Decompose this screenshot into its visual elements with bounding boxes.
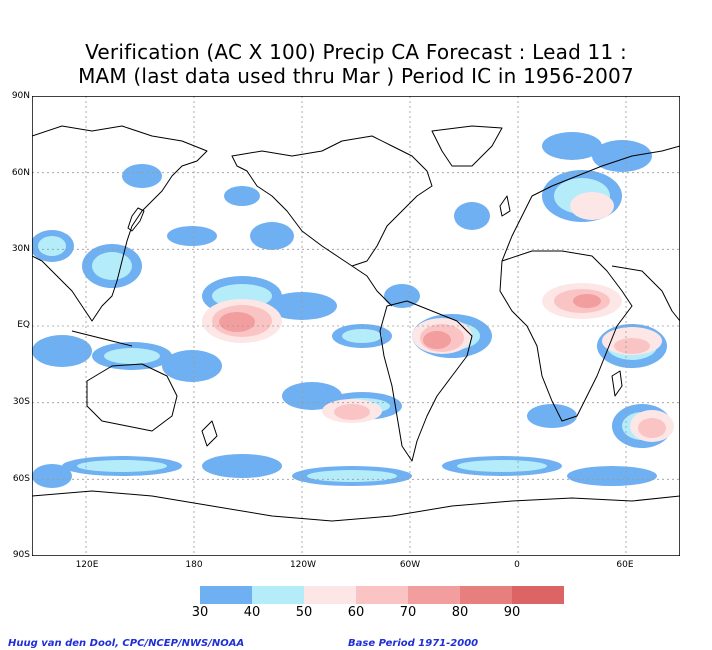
- colorbar-tick-30: 30: [191, 605, 209, 620]
- colorbar-swatch-90plus: [512, 586, 564, 604]
- colorbar-tick-90: 90: [503, 605, 521, 620]
- colorbar-tick-40: 40: [243, 605, 261, 620]
- colorbar: [200, 586, 564, 604]
- colorbar-tick-60: 60: [347, 605, 365, 620]
- lat-label-30n: 30N: [11, 244, 30, 254]
- lat-label-60n: 60N: [11, 168, 30, 178]
- lat-label-30s: 30S: [12, 397, 30, 407]
- lat-label-90s: 90S: [12, 550, 30, 560]
- lon-label-120e: 120E: [75, 560, 99, 570]
- colorbar-swatch-80-90: [460, 586, 512, 604]
- graticule: [32, 96, 680, 556]
- base-period-text: Base Period 1971-2000: [348, 638, 479, 649]
- colorbar-tick-70: 70: [399, 605, 417, 620]
- coastlines: [32, 125, 680, 522]
- colorbar-swatch-30-40: [200, 586, 252, 604]
- lon-label-60e: 60E: [616, 560, 634, 570]
- map-title-line-1: Verification (AC X 100) Precip CA Foreca…: [85, 40, 627, 64]
- lat-label-60s: 60S: [12, 474, 30, 484]
- world-map: [32, 96, 680, 556]
- correlation-shading: [32, 132, 674, 488]
- lon-label-120w: 120W: [289, 560, 317, 570]
- credit-text: Huug van den Dool, CPC/NCEP/NWS/NOAA: [8, 638, 245, 649]
- lon-label-180: 180: [185, 560, 203, 570]
- lon-label-0: 0: [514, 560, 520, 570]
- colorbar-swatch-50-60: [304, 586, 356, 604]
- map-title-line-2: MAM (last data used thru Mar ) Period IC…: [78, 64, 634, 88]
- colorbar-tick-50: 50: [295, 605, 313, 620]
- colorbar-swatch-40-50: [252, 586, 304, 604]
- lat-label-90n: 90N: [11, 91, 30, 101]
- colorbar-swatch-70-80: [408, 586, 460, 604]
- lat-label-eq: EQ: [17, 320, 30, 330]
- colorbar-tick-80: 80: [451, 605, 469, 620]
- colorbar-swatch-60-70: [356, 586, 408, 604]
- lon-label-60w: 60W: [399, 560, 421, 570]
